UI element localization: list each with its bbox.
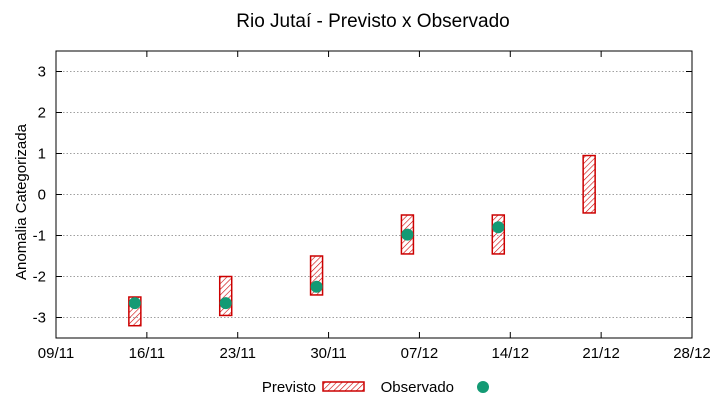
x-tick-label: 07/12 — [401, 345, 439, 362]
gridlines — [56, 71, 692, 318]
legend-marker-observado — [477, 381, 489, 393]
y-tick-label: 3 — [38, 64, 46, 81]
previsto-box — [491, 214, 506, 255]
legend: Previsto Observado — [262, 379, 489, 396]
legend-label-observado: Observado — [381, 379, 454, 396]
y-axis-label: Anomalia Categorizada — [13, 123, 30, 280]
legend-label-previsto: Previsto — [262, 379, 316, 396]
chart-title: Rio Jutaí - Previsto x Observado — [236, 11, 510, 32]
observado-point — [219, 297, 232, 310]
y-tick-label: 0 — [38, 187, 46, 204]
chart-marks — [128, 154, 596, 327]
observado-point — [401, 228, 414, 241]
observado-point — [128, 297, 141, 310]
observado-point — [310, 280, 323, 293]
x-tick-label: 14/12 — [492, 345, 530, 362]
axis-ticks: -3 -2 -1 0 1 2 3 09/11 16/11 23/11 30/11 07/12 14/12… — [33, 51, 711, 362]
previsto-box — [582, 154, 596, 214]
y-tick-label: -2 — [33, 269, 46, 286]
x-tick-label: 28/12 — [673, 345, 711, 362]
x-tick-label: 09/11 — [38, 345, 74, 362]
previsto-box — [218, 275, 233, 317]
x-tick-label: 30/11 — [310, 345, 346, 362]
x-tick-label: 21/12 — [582, 345, 620, 362]
y-tick-label: 2 — [38, 105, 46, 122]
x-tick-label: 16/11 — [129, 345, 165, 362]
y-tick-label: -3 — [33, 310, 46, 327]
legend-swatch-previsto — [322, 381, 365, 392]
observado-point — [492, 221, 505, 234]
y-tick-label: 1 — [38, 146, 46, 163]
x-tick-label: 23/11 — [219, 345, 255, 362]
y-tick-label: -1 — [33, 228, 46, 245]
